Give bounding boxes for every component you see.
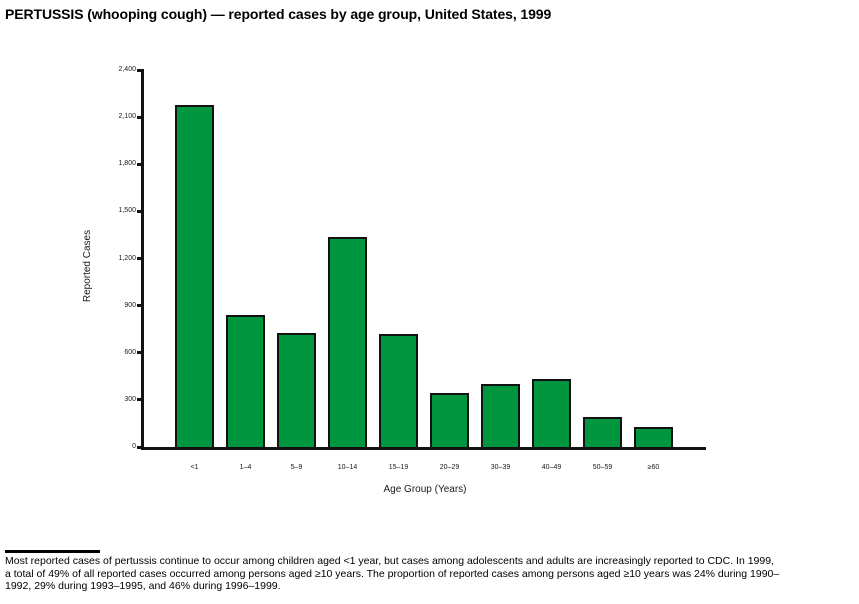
y-tick-label: 300 [124,395,136,403]
footnote-line-1: Most reported cases of pertussis continu… [5,555,774,567]
y-tick-mark [137,445,144,449]
bar-50–59 [583,417,622,447]
figure-footnote: Most reported cases of pertussis continu… [5,555,857,593]
y-tick-mark [137,398,144,402]
bar-≥60 [634,427,673,447]
y-tick-label: 900 [124,301,136,309]
x-tick-label: 1–4 [239,464,252,471]
footnote-line-2: a total of 49% of all reported cases occ… [5,567,780,580]
y-tick-label: 600 [124,348,136,356]
x-tick-label: 10–14 [337,464,358,471]
bar-20–29 [430,392,469,447]
y-tick-mark [137,115,144,119]
bar-5–9 [277,333,316,447]
x-tick-label: 5–9 [290,464,303,471]
x-tick-label: <1 [190,464,199,471]
footnote-line-3: 1992, 29% during 1993–1995, and 46% duri… [5,580,281,593]
x-tick-label: ≥60 [647,464,660,471]
y-tick-label: 2,400 [118,66,136,73]
bar-15–19 [379,333,418,447]
plot-area: Age Group (Years) 0 300 600 900 1,200 1,500 1,… [118,66,706,495]
y-tick-label: 1,800 [118,160,136,168]
y-tick-mark [137,162,144,166]
x-tick-label: 20–29 [439,464,460,471]
y-tick-label: 1,500 [118,207,136,215]
bar-10–14 [328,237,367,447]
x-axis-title: Age Group (Years) [383,484,467,495]
x-tick-label: 50–59 [592,464,613,471]
y-tick-mark [137,351,144,355]
y-tick-label: 1,200 [118,254,136,262]
y-tick-label: 0 [132,443,136,450]
bar-1–4 [226,315,265,447]
y-tick-label: 2,100 [118,113,136,121]
y-tick-mark [137,304,144,308]
y-tick-mark [137,68,144,72]
bar-30–39 [481,384,520,447]
y-tick-mark [137,257,144,260]
bar-40–49 [532,378,571,447]
x-tick-label: 15–19 [388,464,409,471]
y-tick-mark [137,209,144,213]
bar-<1 [175,105,214,447]
figure-title: PERTUSSIS (whooping cough) — reported ca… [5,6,552,22]
x-tick-label: 30–39 [490,464,511,471]
x-tick-label: 40–49 [541,464,562,471]
footnote-rule [5,550,100,553]
